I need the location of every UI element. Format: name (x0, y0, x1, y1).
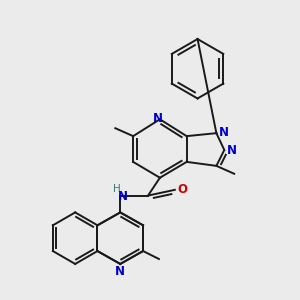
Text: N: N (118, 190, 128, 203)
Text: O: O (178, 183, 188, 196)
Text: N: N (115, 266, 125, 278)
Text: N: N (153, 112, 163, 125)
Text: H: H (113, 184, 121, 194)
Text: N: N (227, 143, 237, 157)
Text: N: N (219, 126, 229, 139)
